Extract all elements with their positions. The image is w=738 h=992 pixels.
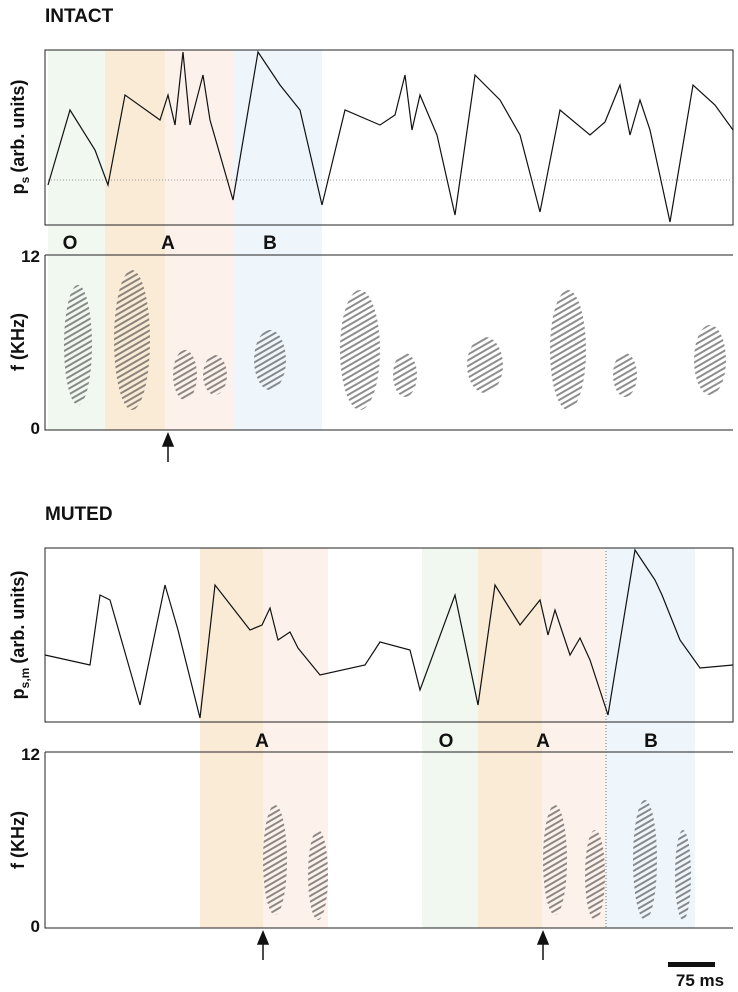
syllable-label: A — [255, 731, 269, 752]
arrows — [161, 432, 550, 960]
freq-tick-label: 12 — [21, 247, 40, 266]
syllable-label: O — [63, 233, 78, 254]
syllable-label: O — [439, 731, 454, 752]
syllable-shading — [48, 50, 695, 928]
unit: (arb. units) — [8, 80, 28, 173]
syllable-label: A — [161, 233, 175, 254]
spectrogram-blobs — [64, 270, 726, 920]
panel-title: MUTED — [45, 504, 113, 525]
scale-bar — [668, 962, 715, 967]
freq-tick-label: 0 — [31, 917, 40, 936]
symbol: p — [8, 183, 28, 194]
freq-tick-label: 0 — [31, 419, 40, 438]
pressure-label: ps (arb. units) — [8, 80, 32, 195]
subscript: s,m — [18, 668, 32, 689]
panel-title: INTACT — [45, 6, 114, 27]
freq-tick-label: 12 — [21, 745, 40, 764]
subscript: s — [18, 176, 32, 183]
syllable-label: A — [536, 731, 550, 752]
pressure-box — [44, 547, 734, 723]
pressure-trace — [47, 50, 734, 223]
scale-label: 75 ms — [676, 971, 724, 990]
spectrogram-box — [44, 254, 733, 431]
syllable-label: B — [263, 233, 277, 254]
freq-label: f (KHz) — [8, 313, 28, 371]
unit: (arb. units) — [8, 571, 28, 664]
freq-label: f (KHz) — [8, 811, 28, 869]
symbol: p — [8, 688, 28, 699]
pressure-trace — [44, 548, 734, 719]
pressure-label: ps,m (arb. units) — [8, 571, 32, 700]
pressure-box — [44, 49, 734, 226]
spectrogram-box — [44, 751, 733, 929]
syllable-label: B — [644, 731, 658, 752]
